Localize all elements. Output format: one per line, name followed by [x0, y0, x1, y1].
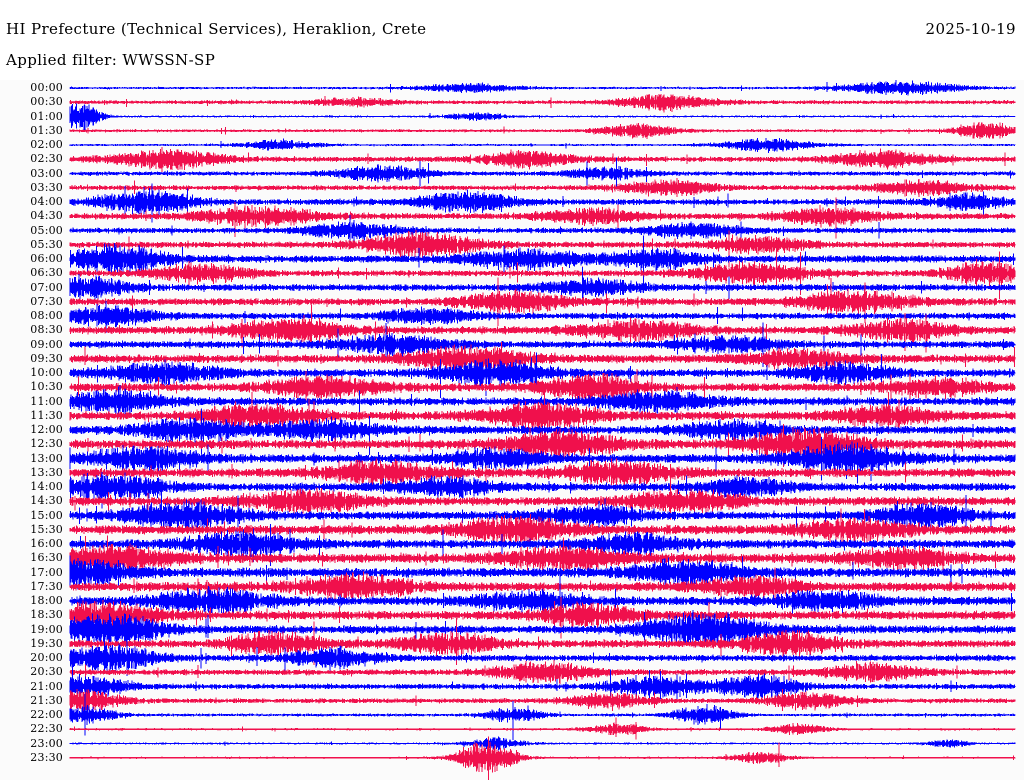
- time-label: 12:30: [30, 437, 63, 451]
- trace-line: [69, 717, 1016, 740]
- helicorder-plot: 00:00 00:30 01:00 01:30 02:00 02:30 03:00 03:30…: [0, 80, 1024, 780]
- time-label: 23:30: [30, 750, 63, 764]
- time-label: 02:00: [30, 138, 63, 151]
- time-label: 09:00: [30, 337, 63, 351]
- time-label: 07:00: [30, 280, 63, 294]
- time-label: 12:00: [30, 423, 63, 436]
- time-label: 03:30: [30, 180, 63, 194]
- trace-canvas: [69, 80, 1016, 780]
- time-label: 04:30: [30, 209, 63, 223]
- time-label: 20:30: [30, 665, 63, 679]
- time-label: 02:30: [30, 152, 63, 166]
- trace-line: [69, 93, 1016, 113]
- time-axis-labels: 00:00 00:30 01:00 01:30 02:00 02:30 03:00 03:30…: [0, 80, 68, 780]
- seismic-traces: [0, 80, 1024, 780]
- time-label: 19:30: [30, 636, 63, 650]
- time-label: 16:00: [30, 537, 63, 550]
- time-label: 17:00: [30, 565, 63, 579]
- time-label: 08:00: [30, 309, 63, 322]
- time-label: 17:30: [30, 579, 63, 593]
- time-label: 11:30: [30, 408, 63, 422]
- time-label: 15:00: [30, 508, 63, 522]
- time-label: 05:30: [30, 237, 63, 251]
- time-label: 22:00: [30, 708, 63, 721]
- time-label: 23:00: [30, 736, 63, 750]
- time-label: 11:00: [30, 394, 63, 408]
- time-label: 00:30: [30, 95, 63, 109]
- time-label: 14:00: [30, 480, 63, 493]
- time-label: 01:00: [30, 109, 63, 123]
- time-label: 10:00: [30, 366, 63, 379]
- record-date: 2025-10-19: [925, 20, 1016, 38]
- time-label: 22:30: [30, 722, 63, 736]
- time-label: 15:30: [30, 522, 63, 536]
- time-label: 21:00: [30, 679, 63, 693]
- time-label: 01:30: [30, 123, 63, 137]
- time-label: 13:00: [30, 451, 63, 465]
- trace-line: [69, 574, 1016, 616]
- page-title: HI Prefecture (Technical Services), Hera…: [6, 20, 427, 38]
- time-label: 10:30: [30, 380, 63, 394]
- time-label: 18:00: [30, 594, 63, 607]
- time-label: 19:00: [30, 622, 63, 636]
- time-label: 03:00: [30, 166, 63, 180]
- time-label: 06:00: [30, 252, 63, 265]
- applied-filter-label: Applied filter: WWSSN-SP: [6, 51, 216, 69]
- time-label: 06:30: [30, 266, 63, 280]
- time-label: 21:30: [30, 693, 63, 707]
- time-label: 20:00: [30, 651, 63, 664]
- time-label: 05:00: [30, 223, 63, 237]
- time-label: 18:30: [30, 608, 63, 622]
- time-label: 08:30: [30, 323, 63, 337]
- time-label: 16:30: [30, 551, 63, 565]
- time-label: 07:30: [30, 294, 63, 308]
- time-label: 14:30: [30, 494, 63, 508]
- time-label: 04:00: [30, 195, 63, 208]
- time-label: 13:30: [30, 465, 63, 479]
- time-label: 09:30: [30, 351, 63, 365]
- time-label: 00:00: [30, 81, 63, 94]
